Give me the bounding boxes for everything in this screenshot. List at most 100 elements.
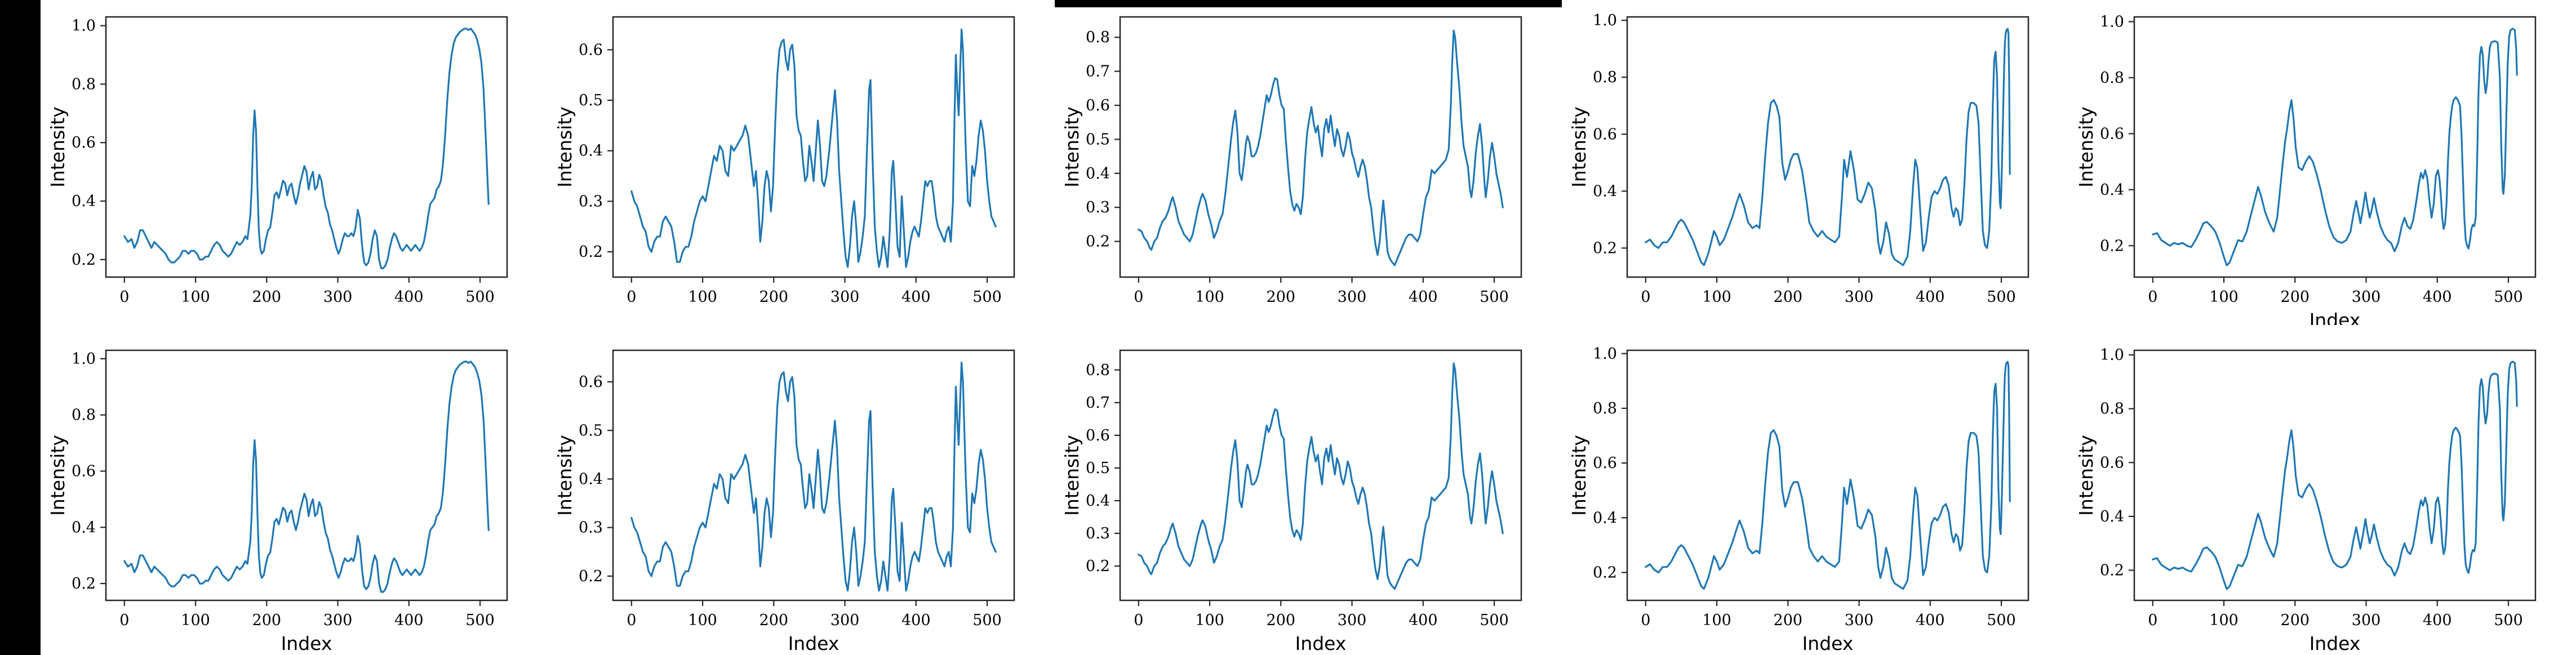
- line-chart-svg: 0.2 0.4 0.6 0.8 1.0 0 100 200 300 400 500 Intensity: [1568, 12, 2029, 306]
- chart-row2-col4: 0.2 0.4 0.6 0.8 1.0 0 100 200 300 400 500 Intensity…: [1562, 325, 2069, 655]
- y-tick-label: 0.4: [72, 519, 96, 536]
- y-tick-label: 0.3: [1086, 199, 1110, 216]
- line-chart-svg: 0.2 0.4 0.6 0.8 1.0 0 100 200 300 400 500 Intensity…: [2075, 346, 2537, 654]
- y-tick-label: 0.8: [72, 407, 96, 424]
- x-axis-label: Index: [1295, 632, 1347, 654]
- x-axis-label: Index: [281, 632, 332, 654]
- series-line: [630, 28, 997, 268]
- x-tick-label: 400: [1916, 612, 1945, 629]
- y-tick-label: 0.8: [2100, 69, 2124, 87]
- x-tick-label: 400: [901, 288, 931, 306]
- x-tick-label: 400: [1409, 612, 1438, 629]
- plot-box: [612, 16, 1015, 278]
- x-tick-label: 0: [1134, 288, 1143, 306]
- chart-row1-col1: 0.2 0.4 0.6 0.8 1.0 0 100 200 300 400 500 Intensity: [41, 0, 548, 325]
- y-tick-label: 0.6: [1593, 126, 1617, 143]
- y-tick-label: 1.0: [1593, 345, 1617, 363]
- y-tick-label: 0.5: [579, 422, 603, 439]
- x-tick-label: 300: [830, 288, 860, 306]
- line-chart-svg: 0.2 0.4 0.6 0.8 1.0 0 100 200 300 400 500 Intensity…: [1568, 345, 2029, 654]
- y-tick-label: 0.6: [72, 134, 96, 152]
- y-tick-label: 0.2: [2100, 237, 2124, 255]
- x-tick-label: 0: [119, 612, 129, 629]
- y-tick-label: 0.2: [72, 251, 96, 269]
- x-tick-label: 200: [252, 288, 282, 306]
- y-axis-label: Intensity: [2075, 106, 2097, 188]
- x-tick-label: 100: [2209, 288, 2239, 306]
- x-axis-label: Index: [788, 632, 840, 654]
- y-tick-label: 1.0: [72, 350, 96, 368]
- x-tick-label: 0: [627, 288, 636, 306]
- x-tick-label: 200: [1774, 612, 1803, 629]
- series-line: [123, 28, 490, 269]
- y-tick-label: 0.3: [579, 519, 603, 537]
- y-tick-label: 0.5: [1086, 460, 1110, 477]
- plot-box: [612, 349, 1015, 601]
- x-tick-label: 400: [901, 612, 931, 629]
- series-line: [2152, 28, 2518, 266]
- plot-box: [105, 349, 508, 601]
- x-tick-label: 200: [2281, 612, 2310, 629]
- x-tick-label: 100: [1702, 288, 1731, 306]
- x-tick-label: 300: [1845, 612, 1874, 629]
- x-tick-label: 100: [1702, 612, 1731, 629]
- chart-row1-col3: 0.2 0.3 0.4 0.5 0.6 0.7 0.8 0 100 200 300 400 500 Int…: [1055, 0, 1562, 325]
- x-tick-label: 100: [2209, 612, 2239, 629]
- x-tick-label: 300: [1338, 612, 1367, 629]
- chart-row2-col3: 0.2 0.3 0.4 0.5 0.6 0.7 0.8 0 100 200 300 400 500 Int…: [1055, 325, 1562, 655]
- x-tick-label: 500: [1480, 612, 1509, 629]
- x-tick-label: 500: [1987, 288, 2016, 306]
- x-tick-label: 100: [688, 288, 717, 306]
- x-tick-label: 400: [394, 612, 424, 629]
- left-black-strip: [0, 0, 41, 655]
- x-tick-label: 500: [465, 288, 495, 306]
- line-chart-svg: 0.2 0.4 0.6 0.8 1.0 0 100 200 300 400 500 Intensity…: [2075, 13, 2537, 325]
- x-tick-label: 500: [2494, 612, 2523, 629]
- y-tick-label: 0.4: [72, 193, 96, 210]
- x-axis-label: Index: [2309, 309, 2361, 325]
- y-tick-label: 0.2: [72, 575, 96, 592]
- x-tick-label: 0: [119, 288, 129, 306]
- y-tick-label: 0.4: [579, 470, 603, 488]
- x-tick-label: 200: [2281, 288, 2310, 306]
- chart-row2-col1: 0.2 0.4 0.6 0.8 1.0 0 100 200 300 400 500 Intensity…: [41, 325, 548, 655]
- line-chart-svg: 0.2 0.3 0.4 0.5 0.6 0 100 200 300 400 500 Intensity…: [554, 349, 1015, 654]
- x-tick-label: 300: [1845, 288, 1874, 306]
- y-tick-label: 0.6: [579, 41, 603, 59]
- x-tick-label: 200: [760, 288, 789, 306]
- y-tick-label: 0.6: [1086, 427, 1110, 444]
- y-tick-label: 1.0: [2100, 346, 2124, 364]
- plot-box: [2133, 349, 2537, 601]
- x-tick-label: 500: [2494, 288, 2523, 306]
- x-tick-label: 200: [1267, 288, 1296, 306]
- x-tick-label: 200: [1774, 288, 1803, 306]
- y-tick-label: 1.0: [2100, 13, 2124, 30]
- y-tick-label: 0.2: [1593, 564, 1617, 581]
- series-line: [630, 361, 997, 592]
- y-tick-label: 0.6: [1086, 97, 1110, 114]
- x-axis-label: Index: [1802, 632, 1854, 654]
- series-line: [1645, 360, 2011, 590]
- y-tick-label: 0.2: [579, 243, 603, 261]
- y-tick-label: 0.8: [1593, 69, 1617, 86]
- x-tick-label: 0: [1641, 612, 1650, 629]
- y-tick-label: 0.5: [579, 92, 603, 109]
- x-tick-label: 0: [627, 612, 636, 629]
- y-tick-label: 0.8: [2100, 400, 2124, 418]
- y-axis-label: Intensity: [554, 435, 576, 516]
- plot-box: [105, 16, 508, 278]
- x-tick-label: 400: [1409, 288, 1438, 306]
- x-tick-label: 500: [465, 612, 495, 629]
- y-tick-label: 0.2: [2100, 562, 2124, 579]
- x-tick-label: 100: [688, 612, 717, 629]
- chart-row2-col2: 0.2 0.3 0.4 0.5 0.6 0 100 200 300 400 500 Intensity…: [548, 325, 1055, 655]
- chart-row1-col4: 0.2 0.4 0.6 0.8 1.0 0 100 200 300 400 500 Intensity: [1562, 0, 2069, 325]
- x-tick-label: 0: [2148, 288, 2157, 306]
- y-axis-label: Intensity: [1061, 106, 1083, 188]
- x-tick-label: 300: [1338, 288, 1367, 306]
- y-tick-label: 0.4: [579, 142, 603, 160]
- chart-grid: 0.2 0.4 0.6 0.8 1.0 0 100 200 300 400 500 Intensity…: [41, 0, 2576, 655]
- y-axis-label: Intensity: [554, 106, 576, 188]
- x-tick-label: 100: [181, 612, 210, 629]
- y-axis-label: Intensity: [1061, 435, 1083, 516]
